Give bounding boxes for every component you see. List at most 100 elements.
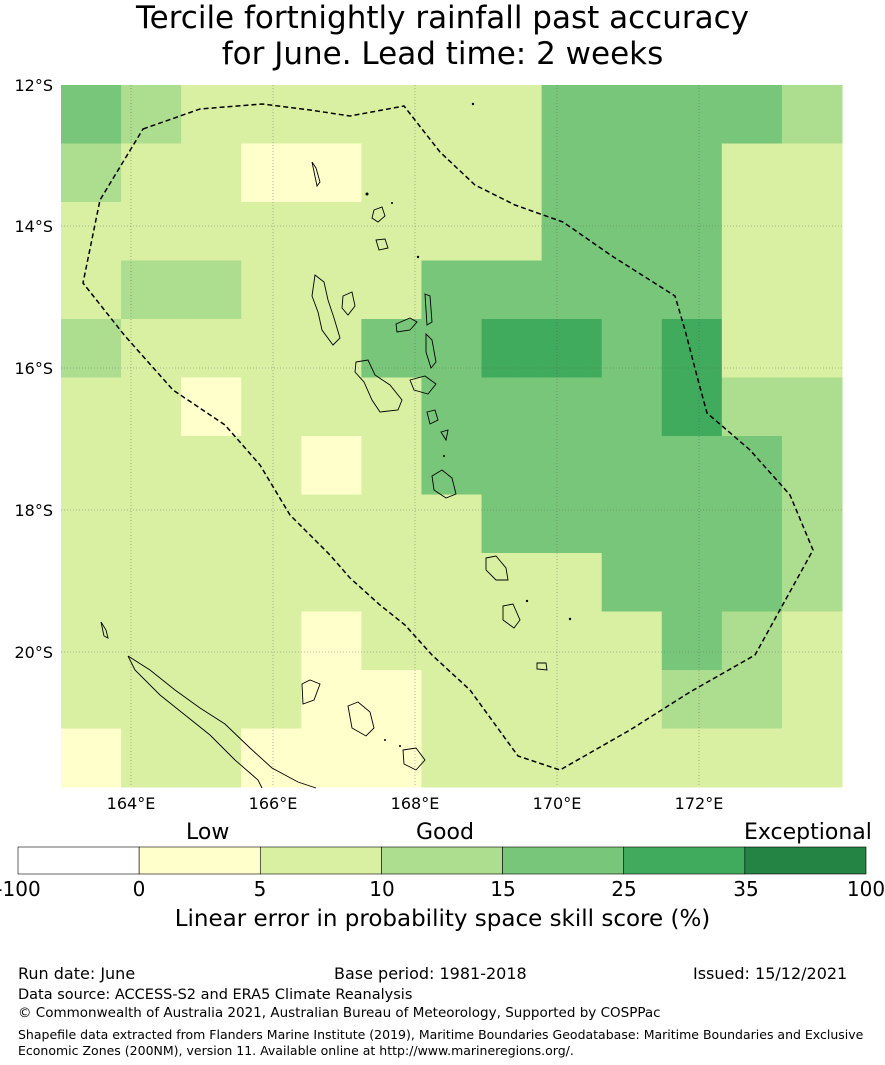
- epi-island: [426, 409, 439, 425]
- skill-cell: [361, 143, 422, 203]
- skill-cell: [421, 260, 483, 320]
- skill-cell: [61, 85, 122, 144]
- skill-cell: [361, 202, 422, 261]
- skill-cell: [541, 143, 603, 203]
- skill-cell: [721, 260, 783, 320]
- skill-cell: [481, 553, 543, 612]
- skill-cell: [781, 494, 843, 554]
- copyright: © Commonwealth of Australia 2021, Austra…: [18, 1005, 661, 1021]
- skill-cell: [421, 319, 483, 378]
- skill-cell: [781, 319, 843, 378]
- skill-cell: [361, 260, 422, 320]
- colorbar-tick: 0: [132, 877, 146, 901]
- skill-cell: [721, 553, 783, 612]
- skill-cell: [781, 728, 843, 788]
- skill-cell: [541, 85, 603, 144]
- torres-island: [311, 161, 321, 188]
- skill-cell: [481, 85, 543, 144]
- skill-cell: [61, 553, 122, 612]
- skill-cell: [181, 319, 242, 378]
- skill-cell: [601, 728, 663, 788]
- skill-cell: [181, 494, 242, 554]
- skill-cell: [301, 85, 362, 144]
- lat-label-18s: 18°S: [14, 501, 53, 520]
- skill-cell: [241, 553, 302, 612]
- colorbar-category-exceptional: Exceptional: [744, 820, 872, 845]
- skill-cell: [661, 85, 723, 144]
- skill-cell: [541, 611, 603, 671]
- skill-cell: [601, 436, 663, 495]
- colorbar: [17, 846, 867, 875]
- skill-cell: [361, 670, 422, 729]
- skill-cell: [301, 143, 362, 203]
- skill-cell: [781, 436, 843, 495]
- skill-cell: [241, 494, 302, 554]
- colorbar-category-good: Good: [416, 820, 474, 845]
- skill-cell: [721, 436, 783, 495]
- graticule: [61, 85, 842, 787]
- skill-cell: [601, 670, 663, 729]
- skill-cell: [121, 319, 182, 378]
- skill-cell: [721, 611, 783, 671]
- malo-island: [341, 291, 356, 316]
- skill-cell: [181, 202, 242, 261]
- colorbar-tick: 25: [611, 877, 637, 901]
- skill-cell: [421, 143, 483, 203]
- skill-cell: [361, 436, 422, 495]
- skill-cell: [241, 611, 302, 671]
- shepherd-islands: [440, 429, 449, 442]
- skill-cell: [181, 85, 242, 144]
- skill-cell: [181, 553, 242, 612]
- tanna-island: [502, 603, 521, 629]
- chart-title-line-2: for June. Lead time: 2 weeks: [221, 36, 664, 72]
- skill-cell: [361, 553, 422, 612]
- pentecost-island: [425, 332, 437, 369]
- shapefile-credit-line-1: Shapefile data extracted from Flanders M…: [18, 1027, 864, 1042]
- skill-cell: [481, 670, 543, 729]
- skill-cell: [61, 670, 122, 729]
- skill-cell: [121, 143, 182, 203]
- lat-label-16s: 16°S: [14, 359, 53, 378]
- skill-cell: [421, 377, 483, 437]
- skill-cell: [121, 85, 182, 144]
- skill-cell: [781, 670, 843, 729]
- skill-cell: [481, 260, 543, 320]
- data-source: Data source: ACCESS-S2 and ERA5 Climate …: [18, 987, 413, 1003]
- skill-cell: [301, 436, 362, 495]
- skill-cell: [181, 377, 242, 437]
- skill-cell: [121, 377, 182, 437]
- skill-cell: [361, 85, 422, 144]
- maewo-island: [424, 293, 433, 326]
- lon-label-172e: 172°E: [675, 794, 724, 813]
- skill-cell: [481, 436, 543, 495]
- skill-cell: [541, 319, 603, 378]
- skill-cell: [541, 728, 603, 788]
- skill-cell: [601, 611, 663, 671]
- skill-cell: [601, 553, 663, 612]
- skill-cell: [481, 494, 543, 554]
- colorbar-swatch: [744, 846, 867, 875]
- skill-cell: [601, 260, 663, 320]
- skill-cell: [541, 494, 603, 554]
- skill-cell: [61, 202, 122, 261]
- skill-cell: [481, 319, 543, 378]
- skill-cell: [121, 202, 182, 261]
- colorbar-category-low: Low: [186, 820, 230, 845]
- skill-cell: [361, 728, 422, 788]
- skill-cell: [361, 494, 422, 554]
- coastlines: [100, 161, 548, 789]
- skill-cell: [421, 611, 483, 671]
- skill-cell: [421, 202, 483, 261]
- skill-cell: [421, 85, 483, 144]
- skill-cell: [721, 670, 783, 729]
- skill-cell: [61, 611, 122, 671]
- colorbar-tick: 10: [369, 877, 395, 901]
- vanua-lava-island: [371, 206, 386, 223]
- skill-cell: [301, 377, 362, 437]
- skill-cell: [421, 553, 483, 612]
- skill-cell: [241, 319, 302, 378]
- skill-cell: [661, 202, 723, 261]
- skill-cell: [481, 611, 543, 671]
- skill-cell: [601, 85, 663, 144]
- skill-cell: [241, 260, 302, 320]
